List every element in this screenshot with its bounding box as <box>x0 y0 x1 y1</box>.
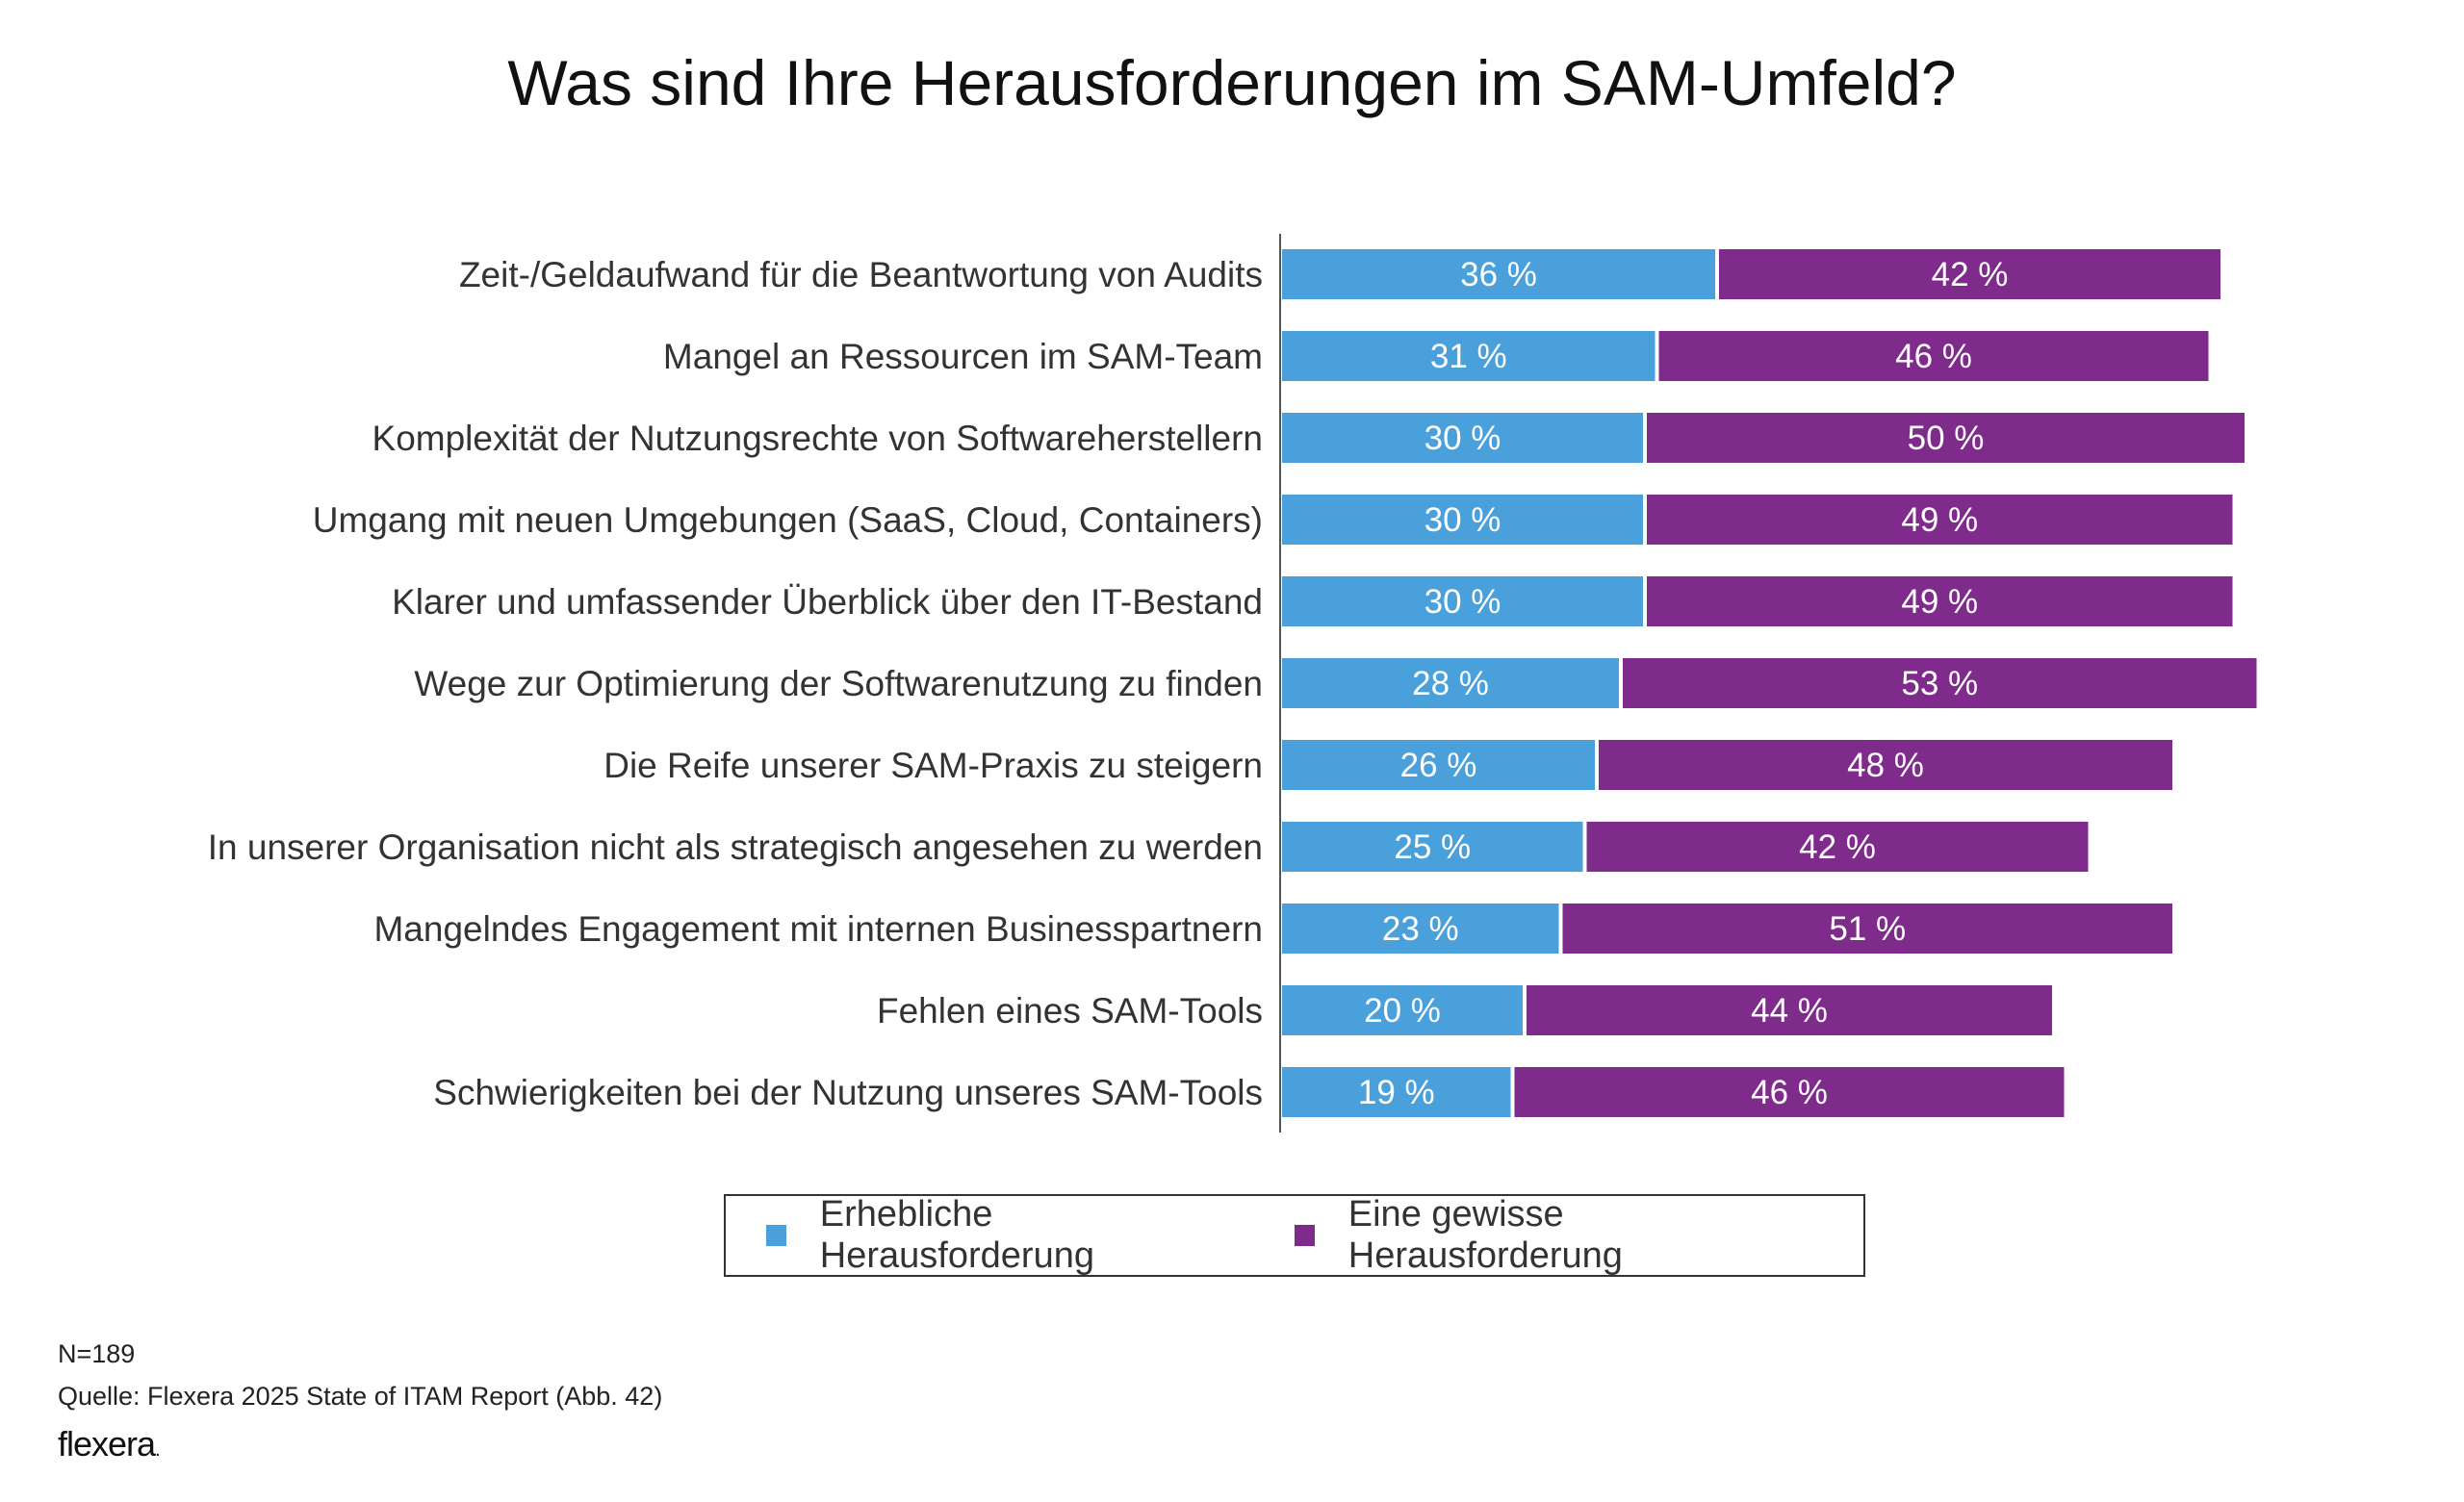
legend-item-significant: Erhebliche Herausforderung <box>766 1194 1252 1277</box>
category-label: Fehlen eines SAM-Tools <box>877 991 1263 1031</box>
chart-title: Was sind Ihre Herausforderungen im SAM-U… <box>507 47 1957 118</box>
bar-significant <box>1282 331 1656 381</box>
data-label-significant: 26 % <box>1400 747 1477 784</box>
bar-some <box>1658 331 2209 381</box>
data-label-significant: 19 % <box>1358 1074 1435 1111</box>
bar-some <box>1719 249 2220 299</box>
brand-dot: . <box>155 1439 160 1461</box>
bar-some <box>1514 1067 2065 1117</box>
flexera-logo: flexera. <box>58 1424 161 1464</box>
data-label-some: 42 % <box>1799 828 1876 866</box>
brand-name: flexera <box>58 1424 156 1464</box>
data-label-significant: 30 % <box>1424 501 1502 539</box>
data-label-significant: 36 % <box>1460 256 1537 293</box>
bar-some <box>1527 985 2052 1035</box>
data-label-some: 48 % <box>1847 747 1924 784</box>
bar-some <box>1647 413 2245 463</box>
data-label-significant: 30 % <box>1424 420 1502 457</box>
bar-some <box>1623 658 2257 708</box>
category-label: Wege zur Optimierung der Softwarenutzung… <box>414 664 1263 703</box>
bar-significant <box>1282 740 1595 790</box>
legend-swatch-some <box>1294 1225 1315 1246</box>
category-label: In unserer Organisation nicht als strate… <box>208 827 1263 867</box>
data-label-some: 46 % <box>1895 338 1972 375</box>
category-label: Komplexität der Nutzungsrechte von Softw… <box>372 419 1263 458</box>
bar-significant <box>1282 658 1619 708</box>
data-label-significant: 20 % <box>1364 992 1441 1030</box>
category-label: Die Reife unserer SAM-Praxis zu steigern <box>603 746 1263 785</box>
legend-item-some: Eine gewisse Herausforderung <box>1294 1194 1821 1277</box>
data-label-some: 53 % <box>1901 665 1978 702</box>
data-label-some: 49 % <box>1901 501 1978 539</box>
bar-significant <box>1282 1067 1511 1117</box>
data-label-significant: 28 % <box>1412 665 1489 702</box>
data-label-significant: 31 % <box>1430 338 1507 375</box>
bar-significant <box>1282 904 1559 954</box>
bar-some <box>1562 904 2172 954</box>
bar-some <box>1647 576 2233 626</box>
data-label-significant: 30 % <box>1424 583 1502 621</box>
data-label-significant: 23 % <box>1382 910 1459 948</box>
legend-label-some: Eine gewisse Herausforderung <box>1348 1194 1623 1276</box>
bar-significant <box>1282 576 1643 626</box>
data-label-some: 50 % <box>1908 420 1985 457</box>
data-label-some: 51 % <box>1829 910 1906 948</box>
chart-legend: Erhebliche Herausforderung Eine gewisse … <box>724 1194 1865 1277</box>
bar-some <box>1647 495 2233 545</box>
category-label: Schwierigkeiten bei der Nutzung unseres … <box>433 1073 1263 1112</box>
legend-swatch-significant <box>766 1225 786 1246</box>
data-label-significant: 25 % <box>1394 828 1471 866</box>
data-label-some: 49 % <box>1901 583 1978 621</box>
category-label: Zeit-/Geldaufwand für die Beantwortung v… <box>459 255 1263 294</box>
data-label-some: 44 % <box>1751 992 1828 1030</box>
bar-some <box>1599 740 2172 790</box>
sample-size-note: N=189 <box>58 1339 136 1368</box>
bar-significant <box>1282 822 1583 872</box>
bar-significant <box>1282 413 1643 463</box>
category-label: Mangel an Ressourcen im SAM-Team <box>663 337 1263 376</box>
data-label-some: 46 % <box>1751 1074 1828 1111</box>
data-label-some: 42 % <box>1932 256 2009 293</box>
category-label: Mangelndes Engagement mit internen Busin… <box>373 909 1263 949</box>
category-label: Klarer und umfassender Überblick über de… <box>392 582 1263 622</box>
bar-some <box>1586 822 2089 872</box>
bar-significant <box>1282 985 1523 1035</box>
category-label: Umgang mit neuen Umgebungen (SaaS, Cloud… <box>313 500 1263 540</box>
bar-significant <box>1282 495 1643 545</box>
legend-label-significant: Erhebliche Herausforderung <box>819 1194 1094 1276</box>
bar-significant <box>1282 249 1715 299</box>
source-note: Quelle: Flexera 2025 State of ITAM Repor… <box>58 1382 663 1411</box>
